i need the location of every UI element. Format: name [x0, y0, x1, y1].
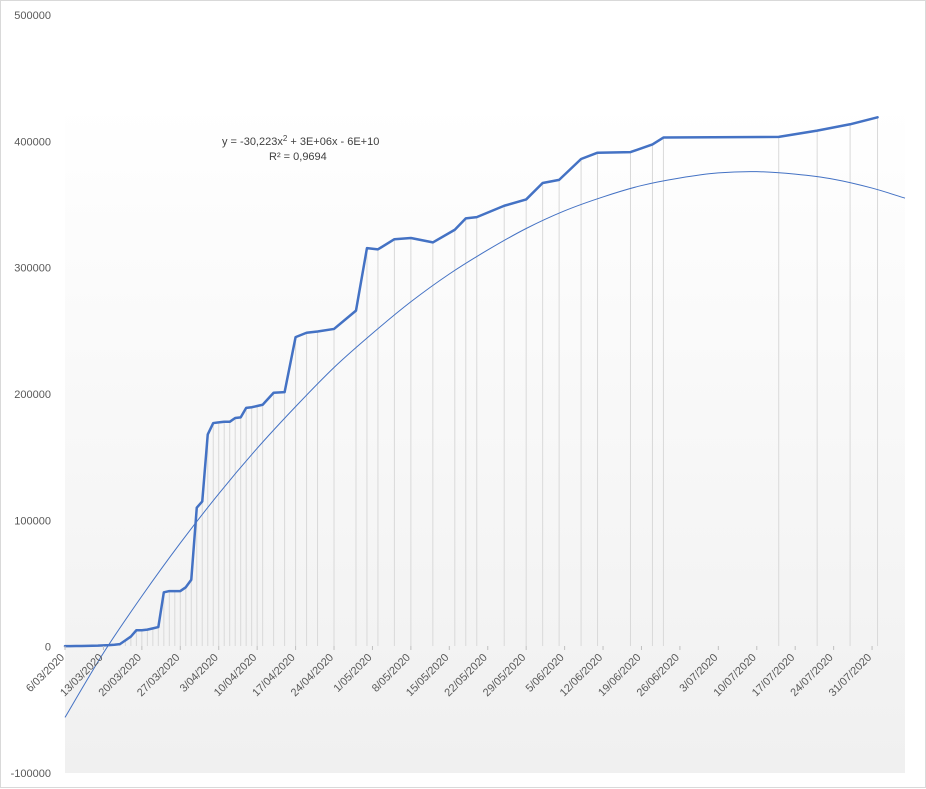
y-tick-label: 200000 — [14, 389, 51, 401]
y-tick-label: 0 — [45, 642, 51, 654]
y-axis: 500000 400000 300000 200000 100000 0 -100000 — [11, 10, 51, 780]
series-line — [63, 116, 879, 648]
y-tick-label: -100000 — [11, 768, 51, 780]
y-tick-label: 400000 — [14, 136, 51, 148]
y-tick-label: 100000 — [14, 515, 51, 527]
trendline-equation: y = -30,223x2 + 3E+06x - 6E+10 — [222, 134, 379, 148]
y-tick-label: 300000 — [14, 263, 51, 275]
equation-exponent: 2 — [283, 134, 288, 143]
series-layer — [63, 116, 879, 648]
y-tick-label: 500000 — [14, 10, 51, 22]
drop-lines — [64, 117, 879, 647]
trendline-r-squared: R² = 0,9694 — [269, 151, 327, 163]
